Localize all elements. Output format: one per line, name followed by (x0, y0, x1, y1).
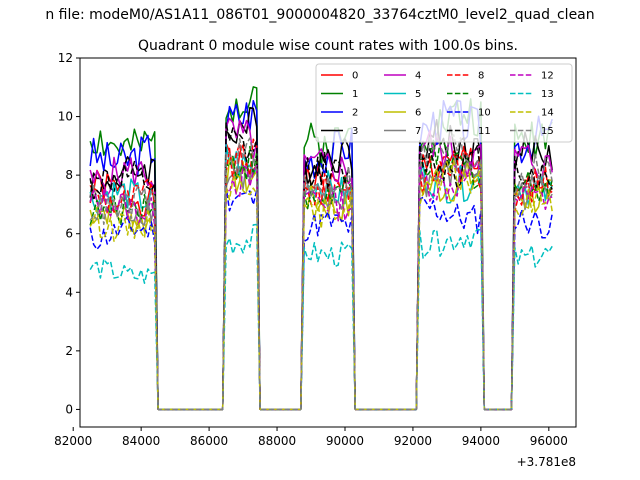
legend-label: 8 (478, 71, 484, 82)
y-tick-label: 0 (65, 402, 73, 416)
legend-label: 10 (478, 108, 491, 119)
legend-label: 2 (352, 108, 358, 119)
legend-label: 9 (478, 89, 484, 100)
legend-label: 3 (352, 126, 358, 137)
series-line-10 (89, 185, 553, 411)
legend-label: 15 (541, 126, 554, 137)
x-tick-label: 94000 (462, 434, 500, 448)
legend-label: 0 (352, 71, 358, 82)
legend-label: 13 (541, 89, 554, 100)
figure-suptitle: n file: modeM0/AS1A11_086T01_9000004820_… (45, 7, 594, 23)
legend-box (315, 63, 573, 143)
axes-frame (79, 57, 577, 428)
series-line-15 (89, 134, 553, 411)
legend-label: 7 (415, 126, 421, 137)
legend-label: 5 (415, 89, 421, 100)
y-tick-label: 8 (65, 168, 73, 182)
y-tick-label: 2 (65, 344, 73, 358)
x-tick-label: 82000 (54, 434, 92, 448)
x-tick-label: 86000 (190, 434, 228, 448)
y-tick-label: 6 (65, 227, 73, 241)
legend-label: 14 (541, 108, 554, 119)
series-line-14 (89, 160, 553, 411)
y-tick-label: 12 (58, 51, 73, 65)
plot-area (89, 86, 553, 411)
legend-label: 1 (352, 89, 358, 100)
axis-ticks: 82000 84000 86000 88000 90000 92000 94000 96000… (54, 51, 568, 448)
legend-label: 6 (415, 108, 421, 119)
legend-label: 11 (478, 126, 491, 137)
x-offset-label: +3.781e8 (517, 455, 576, 469)
x-tick-label: 90000 (326, 434, 364, 448)
chart-title: Quadrant 0 module wise count rates with … (138, 38, 518, 54)
legend-label: 4 (415, 71, 421, 82)
x-tick-label: 96000 (530, 434, 568, 448)
legend-label: 12 (541, 71, 554, 82)
x-tick-label: 92000 (394, 434, 432, 448)
y-tick-label: 10 (58, 110, 73, 124)
x-tick-label: 84000 (122, 434, 160, 448)
y-tick-label: 4 (65, 285, 73, 299)
x-tick-label: 88000 (258, 434, 296, 448)
